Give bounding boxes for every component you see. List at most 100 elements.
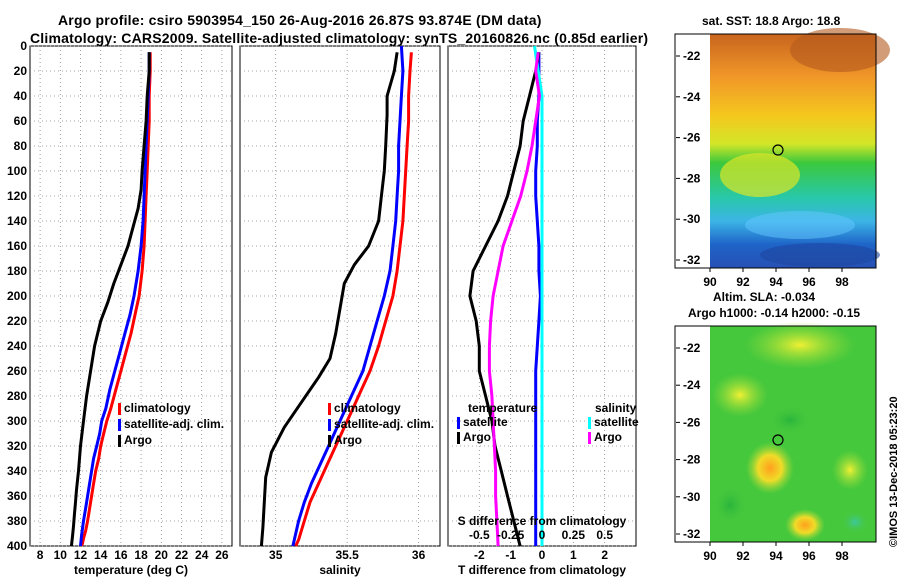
temperature-xtick-label: 8: [37, 548, 44, 562]
sla-map-lon-label: 92: [736, 549, 750, 563]
legend-label-climatology: climatology: [334, 401, 401, 415]
legend-label-satellite: satellite-adj. clim.: [124, 417, 224, 431]
legend-label-climatology: climatology: [124, 401, 191, 415]
sla-map: [674, 321, 877, 543]
diff-legend-salinity-title: salinity: [595, 401, 637, 415]
depth-tick-label: 180: [7, 264, 27, 278]
difference-xtick-label: 2: [601, 548, 608, 562]
sla-map-lat-label: -22: [683, 341, 701, 355]
salinity-xtick-label: 35.5: [335, 548, 359, 562]
sst-map-lat-label: -28: [683, 171, 701, 185]
sst-map-lat-label: -32: [683, 253, 701, 267]
depth-tick-label: 40: [14, 89, 28, 103]
sst-map-lon-label: 92: [736, 275, 750, 289]
difference-xtick-label: -2: [474, 548, 485, 562]
depth-tick-label: 200: [7, 289, 27, 303]
salinity-series-satellite-adj-clim-: [291, 45, 405, 547]
sst-map-lon-label: 98: [835, 275, 849, 289]
sst-warm-patch: [790, 28, 890, 72]
temperature-xtick-label: 18: [134, 548, 148, 562]
diff-legend-label-sal_argo: Argo: [594, 430, 622, 444]
diff-legend-swatch-sal_argo: [588, 432, 591, 444]
legend-swatch-argo: [118, 435, 121, 447]
sst-map-lat-label: -30: [683, 212, 701, 226]
legend-label-satellite: satellite-adj. clim.: [334, 417, 434, 431]
difference-series-temperature-satellite: [534, 52, 542, 546]
sla-high-patch-2: [785, 509, 825, 541]
legend-swatch-satellite: [328, 419, 331, 431]
sla-high-patch-1: [746, 442, 794, 494]
sst-dark-blue-patch: [760, 243, 880, 267]
sst-argo-location-marker: [772, 144, 784, 156]
map-bottom-title-1: Altim. SLA: -0.034: [713, 290, 816, 304]
diff-legend-label-argo: Argo: [463, 430, 491, 444]
panel-difference: -2 -1 0 1 2T difference from climatology: [447, 45, 637, 577]
sla-map-lat-label: -28: [683, 453, 701, 467]
sla-dark-patch-2: [712, 485, 748, 525]
depth-tick-label: 300: [7, 414, 27, 428]
depth-tick-label: 80: [14, 139, 28, 153]
depth-tick-label: 20: [14, 64, 28, 78]
panel-temperature: 8 10 12 14 16 18 20 22 24 26 temperature (deg C): [29, 45, 233, 577]
sst-yellow-patch: [720, 153, 800, 197]
title-line-1: Argo profile: csiro 5903954_150 26-Aug-2…: [58, 12, 542, 28]
depth-tick-label: 400: [7, 539, 27, 553]
depth-tick-label: 320: [7, 439, 27, 453]
sla-map-lat-label: -30: [683, 490, 701, 504]
temperature-xtick-label: 20: [155, 548, 169, 562]
salinity-legend: climatology satellite-adj. clim. Argo: [328, 401, 434, 447]
depth-tick-label: 160: [7, 239, 27, 253]
legend-swatch-climatology: [328, 403, 331, 415]
difference-xtick-label: -1: [505, 548, 516, 562]
diff-top-xlabel: S difference from climatology: [458, 514, 627, 528]
map-bottom-title-2: Argo h1000: -0.14 h2000: -0.15: [688, 306, 861, 320]
diff-legend-swatch-argo: [457, 432, 460, 444]
diff-legend-swatch-sal_satellite: [588, 417, 591, 429]
sla-map-lat-label: -26: [683, 415, 701, 429]
depth-axis: 0 20 40 60 80 100 120 140 160 180 200 220 240 260 280 3…: [7, 39, 27, 553]
temperature-xtick-label: 14: [94, 548, 108, 562]
difference-xlabel: T difference from climatology: [458, 563, 626, 577]
temperature-legend: climatology satellite-adj. clim. Argo: [118, 401, 224, 447]
depth-tick-label: 120: [7, 189, 27, 203]
sst-map-lat-label: -24: [683, 90, 701, 104]
sla-map-lon-label: 96: [802, 549, 816, 563]
map-top-title: sat. SST: 18.8 Argo: 18.8: [702, 14, 841, 28]
diff-top-xtick-label: 0.25: [562, 528, 586, 542]
salinity-xtick-label: 35: [269, 548, 283, 562]
sst-map-lat-label: -26: [683, 131, 701, 145]
salinity-xtick-label: 36: [412, 548, 426, 562]
temperature-xtick-label: 26: [215, 548, 229, 562]
sla-map-lat-label: -24: [683, 378, 701, 392]
temperature-xlabel: temperature (deg C): [74, 563, 188, 577]
panel-salinity: 35 35.5 36 salinity: [239, 45, 441, 577]
legend-swatch-argo: [328, 435, 331, 447]
sla-dark-patch-1: [768, 405, 812, 435]
diff-top-xtick-label: 0: [539, 528, 546, 542]
sla-cyan-patch: [841, 510, 869, 534]
diff-legend-label-sal_satellite: satellite: [594, 415, 639, 429]
sla-argo-location-marker: [772, 434, 784, 446]
temperature-xtick-label: 10: [54, 548, 68, 562]
depth-tick-label: 340: [7, 464, 27, 478]
difference-series-salinity-argo: [487, 52, 541, 547]
diff-legend-swatch-satellite: [457, 417, 460, 429]
sla-map-lat-label: -32: [683, 527, 701, 541]
difference-series-salinity-satellite: [533, 45, 544, 546]
sla-light-patch-2: [712, 373, 768, 417]
difference-legend: temperature salinitysatelliteArgosatellit…: [457, 401, 639, 542]
depth-tick-label: 0: [20, 39, 27, 53]
legend-swatch-satellite: [118, 419, 121, 431]
difference-series-temperature-argo: [468, 52, 541, 547]
difference-xtick-label: 0: [539, 548, 546, 562]
depth-tick-label: 100: [7, 164, 27, 178]
title-line-2: Climatology: CARS2009. Satellite-adjuste…: [30, 30, 649, 46]
depth-tick-label: 280: [7, 389, 27, 403]
temperature-xtick-label: 22: [175, 548, 189, 562]
diff-top-xtick-label: -0.25: [497, 528, 525, 542]
diff-top-xtick-label: -0.5: [469, 528, 490, 542]
temperature-xtick-label: 12: [74, 548, 88, 562]
sla-map-lon-label: 90: [703, 549, 717, 563]
sst-light-blue-patch: [745, 211, 855, 239]
